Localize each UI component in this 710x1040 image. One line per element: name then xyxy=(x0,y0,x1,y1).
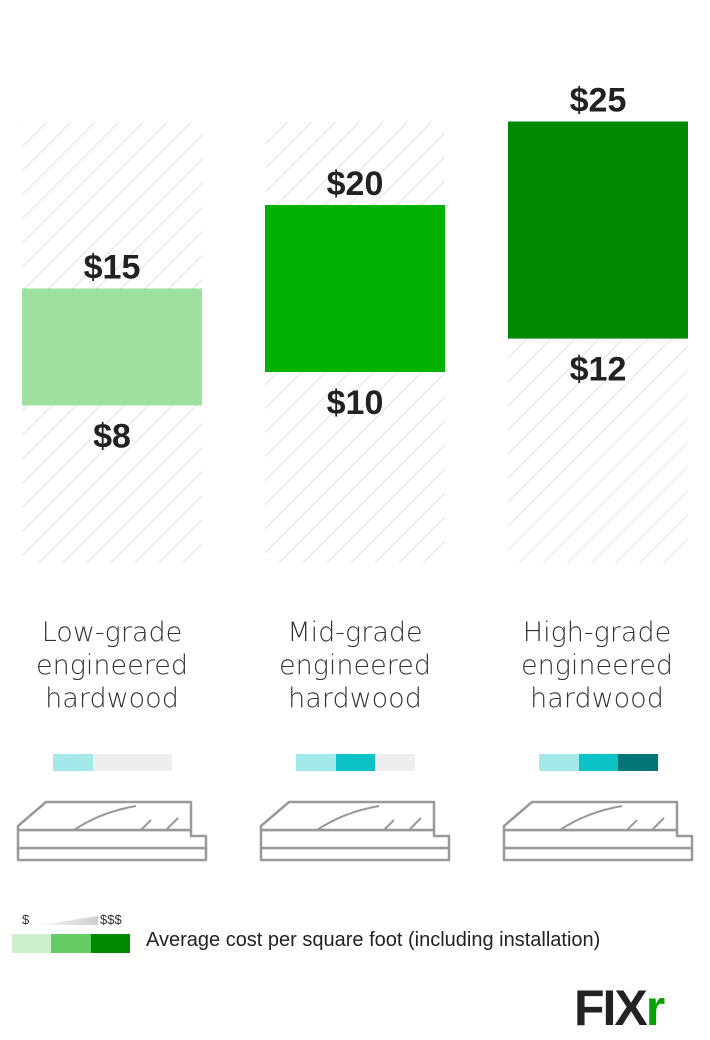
low-value-label-mid-grade: $10 xyxy=(327,384,384,422)
category-label-mid-grade: Mid-grade engineered hardwood xyxy=(278,617,432,714)
high-value-label-mid-grade: $20 xyxy=(327,165,384,203)
cost-rating-segment xyxy=(53,754,93,771)
cost-rating-segment xyxy=(618,754,659,771)
legend-high-symbol: $$$ xyxy=(100,912,122,927)
cost-rating-high-grade xyxy=(539,754,659,771)
hardwood-plank-icon xyxy=(502,800,694,862)
bar-mid-grade xyxy=(265,205,445,372)
low-value-label-low-grade: $8 xyxy=(93,417,131,455)
high-value-label-high-grade: $25 xyxy=(570,82,627,120)
cost-rating-segment xyxy=(132,754,173,771)
bar-low-grade xyxy=(22,288,202,406)
category-label-high-grade: High-grade engineered hardwood xyxy=(520,617,674,714)
cost-rating-segment xyxy=(92,754,133,771)
legend-swatch xyxy=(12,934,52,953)
fixr-logo-text: FIXr xyxy=(574,985,665,1029)
legend-cost-wedge xyxy=(40,916,98,925)
cost-rating-segment xyxy=(539,754,579,771)
cost-rating-segment xyxy=(335,754,376,771)
high-value-label-low-grade: $15 xyxy=(84,249,141,287)
cost-rating-mid-grade xyxy=(296,754,416,771)
hardwood-plank-icon xyxy=(259,800,451,862)
bar-high-grade xyxy=(508,121,688,339)
cost-rating-segment xyxy=(578,754,619,771)
cost-rating-segment xyxy=(375,754,416,771)
legend-swatches xyxy=(12,934,130,953)
chart: $15 $8 $20 $10 $25 $12 xyxy=(22,82,688,563)
hardwood-plank-icon xyxy=(16,800,208,862)
low-value-label-high-grade: $12 xyxy=(570,351,627,389)
legend-text: Average cost per square foot (including … xyxy=(146,929,601,951)
cost-rating-segment xyxy=(296,754,336,771)
cost-rating-low-grade xyxy=(53,754,173,771)
fixr-logo: FIXr xyxy=(574,985,667,1029)
category-label-low-grade: Low-grade engineered hardwood xyxy=(35,617,189,714)
legend-swatch xyxy=(51,934,91,953)
legend-low-symbol: $ xyxy=(22,912,30,927)
legend-swatch xyxy=(90,934,130,953)
